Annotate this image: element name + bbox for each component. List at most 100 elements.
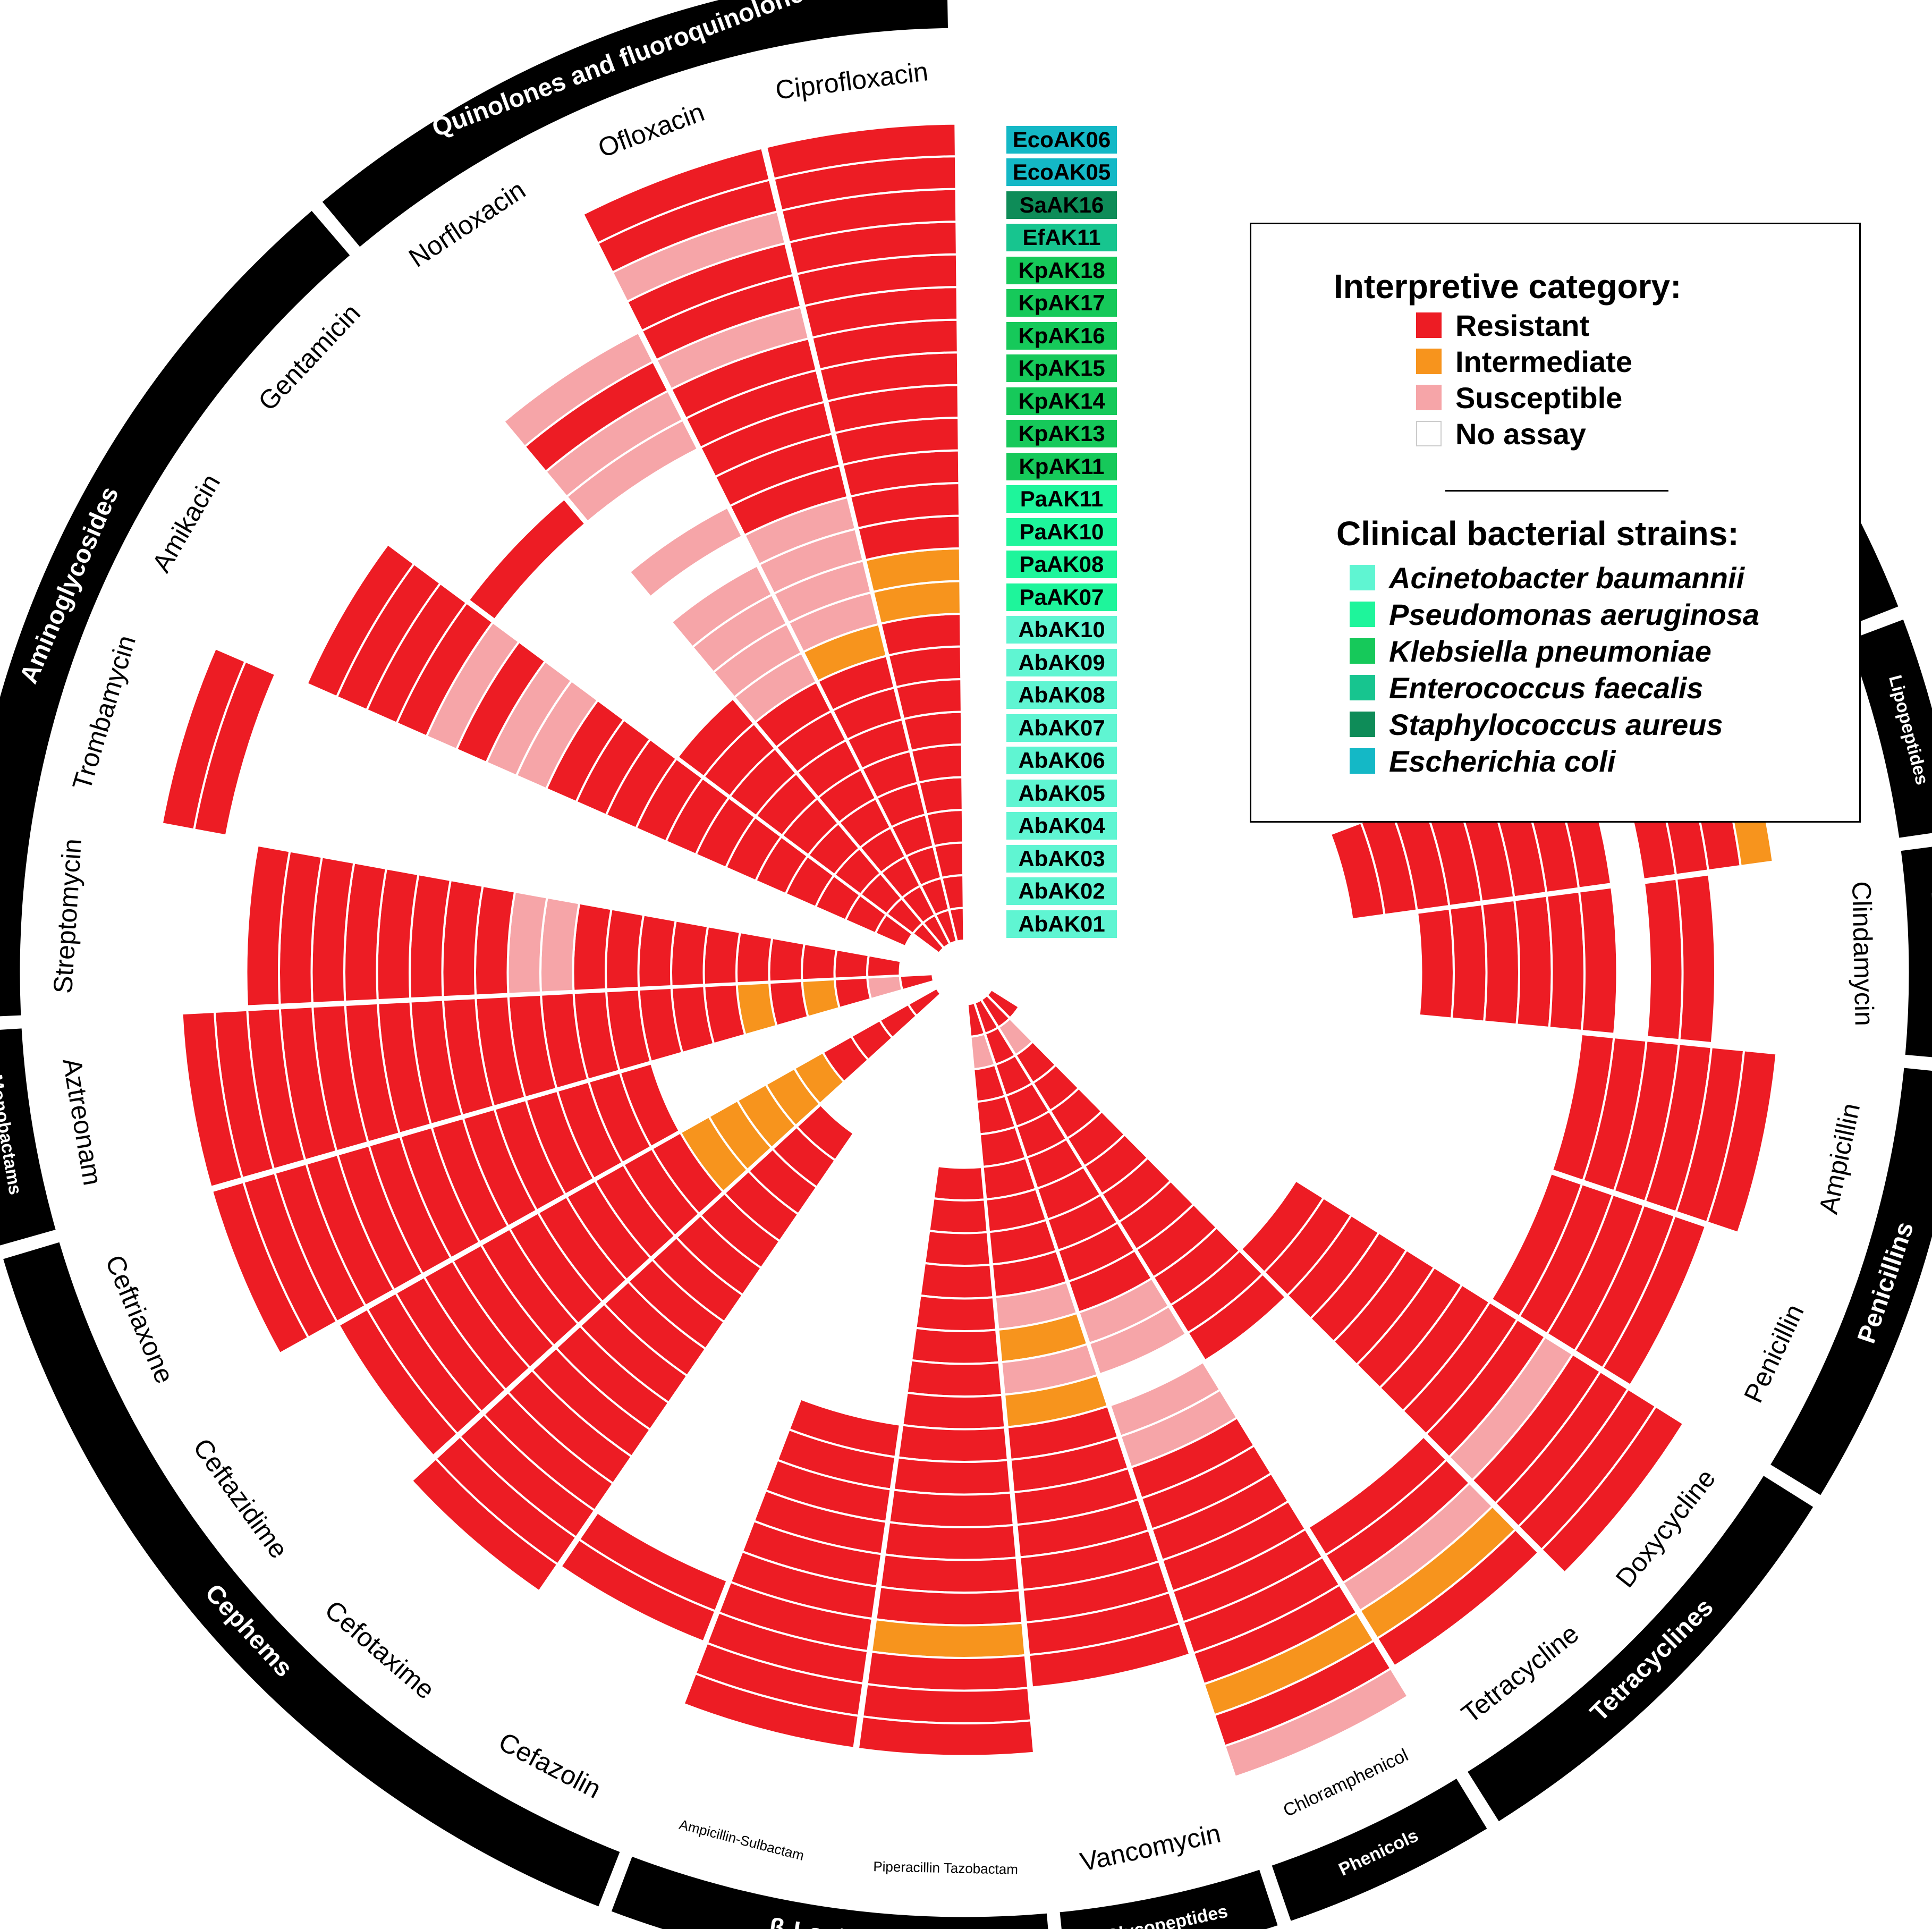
class-ring-segment [1468,1476,1814,1822]
strain-label: AbAK07 [1006,714,1117,742]
heatmap-cell [928,1197,989,1234]
heatmap-cell [305,543,416,699]
heatmap-cell [628,505,744,599]
heatmap-cell [896,1424,1010,1463]
legend-swatch [1350,638,1375,664]
legend-category-label: Susceptible [1455,380,1623,414]
legend-strain-label: Enterococcus faecalis [1389,671,1704,705]
antibiotic-label: Cefazolin [494,1727,606,1804]
legend-strain-label: Staphylococcus aureus [1389,707,1723,741]
legend: Interpretive category: Resistant Intermed… [1250,223,1861,823]
strain-label: AbAK06 [1006,747,1117,774]
heatmap-cell [917,776,964,816]
strain-label: KpAK15 [1006,354,1117,382]
heatmap-cell [866,954,902,978]
heatmap-cell [410,1457,560,1593]
legend-swatch [1416,349,1442,374]
heatmap-cell [581,147,772,245]
heatmap-cell [337,1307,459,1458]
legend-strain-row: Escherichia coli [1350,744,1616,778]
heatmap-cell [892,1456,1012,1496]
legend-category-label: Resistant [1455,308,1590,342]
strain-label: AbAK10 [1006,616,1117,644]
legend-strain-label: Klebsiella pneumoniae [1389,634,1711,668]
antibiotic-label: Chloramphenicol [1280,1745,1411,1821]
strain-label: PaAK08 [1006,551,1117,578]
heatmap-cell [245,844,291,1008]
strain-label: SaAK16 [1006,191,1117,219]
legend-swatch [1416,421,1442,446]
heatmap-cell [467,497,587,622]
heatmap-cell [801,978,841,1019]
legend-strain-row: Klebsiella pneumoniae [1350,634,1711,668]
heatmap-cell [572,902,613,992]
antibiotic-label: Ciprofloxacin [774,56,930,105]
heatmap-cell [1223,1666,1410,1779]
heatmap-cell [559,1538,717,1643]
heatmap-cell [160,647,247,831]
heatmap-cell [875,1585,1024,1627]
class-ring-segment [0,1028,56,1246]
strain-label: AbAK04 [1006,812,1117,840]
class-ring-segment [3,1242,620,1907]
heatmap-cell [1578,886,1619,1035]
legend-category-row: Intermediate [1416,345,1632,378]
heatmap-cell [888,1488,1015,1528]
heatmap-cell [702,925,742,986]
legend-swatch [1350,712,1375,737]
strain-label: AbAK03 [1006,844,1117,873]
legend-strain-row: Pseudomonas aeruginosa [1350,598,1759,631]
legend-divider [1445,490,1668,492]
heatmap-cell [210,1180,310,1355]
legend-strain-row: Enterococcus faecalis [1350,671,1704,705]
heatmap-cell [506,890,548,995]
heatmap-cell [919,1262,995,1300]
heatmap-cell [866,1650,1030,1692]
heatmap-cell [879,1553,1021,1594]
heatmap-cell [1416,907,1455,1020]
heatmap-cell [1448,903,1488,1023]
heatmap-cell [181,1010,244,1189]
legend-swatch [1350,602,1375,627]
heatmap-cell [932,1164,986,1202]
heatmap-cell [861,1682,1032,1724]
heatmap-cell [1028,1622,1191,1689]
strain-label: KpAK13 [1006,420,1117,447]
heatmap-cell [539,896,581,994]
antibiotic-label: Penicillin [1738,1300,1810,1407]
heatmap-cell [833,976,872,1010]
heatmap-cell [923,1229,992,1267]
antibiotic-label: Piperacillin Tazobactam [873,1858,1018,1877]
heatmap-cell [1545,890,1586,1032]
strain-label: EcoAK06 [1006,125,1117,154]
strain-label: PaAK10 [1006,518,1117,546]
strain-label: EcoAK05 [1006,158,1117,186]
legend-category-row: Susceptible [1416,380,1623,414]
legend-strains-title: Clinical bacterial strains: [1336,514,1739,553]
heatmap-cell [605,908,645,991]
legend-strain-label: Escherichia coli [1389,744,1616,778]
heatmap-cell [1513,894,1553,1029]
heatmap-cell [910,743,964,784]
heatmap-cell [985,988,1021,1020]
heatmap-cell [1601,1214,1707,1387]
antibiotic-label: Amikacin [146,469,226,578]
strain-label: KpAK18 [1006,256,1117,284]
heatmap-cell [866,975,904,1001]
legend-category-row: No assay [1416,417,1586,451]
heatmap-cell [870,1618,1027,1659]
antibiotic-label: Streptomycin [48,837,87,994]
strain-label: PaAK07 [1006,583,1117,611]
legend-category-title: Interpretive category: [1334,267,1682,306]
heatmap-cell [1705,1049,1778,1234]
strain-label: PaAK11 [1006,485,1117,513]
heatmap-cell [1675,873,1716,1045]
antibiotic-label: Vancomycin [1078,1818,1223,1877]
class-ring-segment [1060,1869,1278,1929]
legend-swatch [1350,675,1375,700]
strain-label: AbAK01 [1006,910,1117,938]
heatmap-cell [883,1521,1018,1561]
heatmap-cell [910,1326,1001,1365]
heatmap-cell [670,564,774,649]
